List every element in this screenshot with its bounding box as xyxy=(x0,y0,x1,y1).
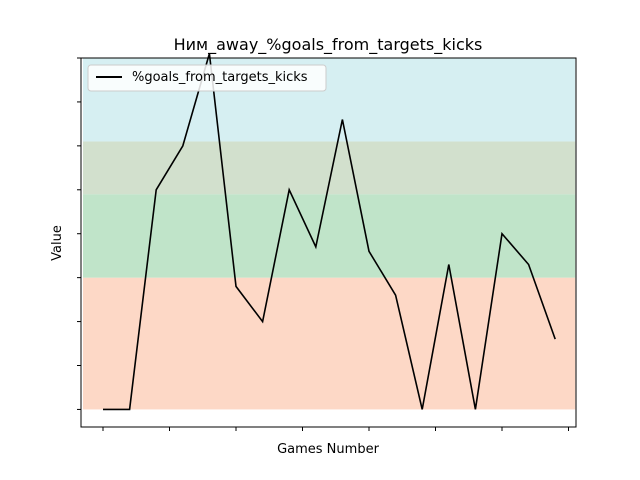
chart-title: Ним_away_%goals_from_targets_kicks xyxy=(174,35,483,55)
legend: %goals_from_targets_kicks xyxy=(87,64,327,92)
x-axis-label: Games Number xyxy=(277,442,379,457)
legend-entry-label: %goals_from_targets_kicks xyxy=(132,70,308,85)
legend-box xyxy=(87,64,327,92)
background-bands xyxy=(83,58,576,410)
y-axis-label: Value xyxy=(50,225,65,261)
series-line-0 xyxy=(103,53,556,411)
y-axis-ticks xyxy=(77,57,81,410)
x-axis-ticks xyxy=(102,427,569,431)
band-0 xyxy=(83,277,576,410)
plot-frame xyxy=(80,57,577,428)
series-layer xyxy=(103,53,556,411)
band-1 xyxy=(83,194,576,278)
